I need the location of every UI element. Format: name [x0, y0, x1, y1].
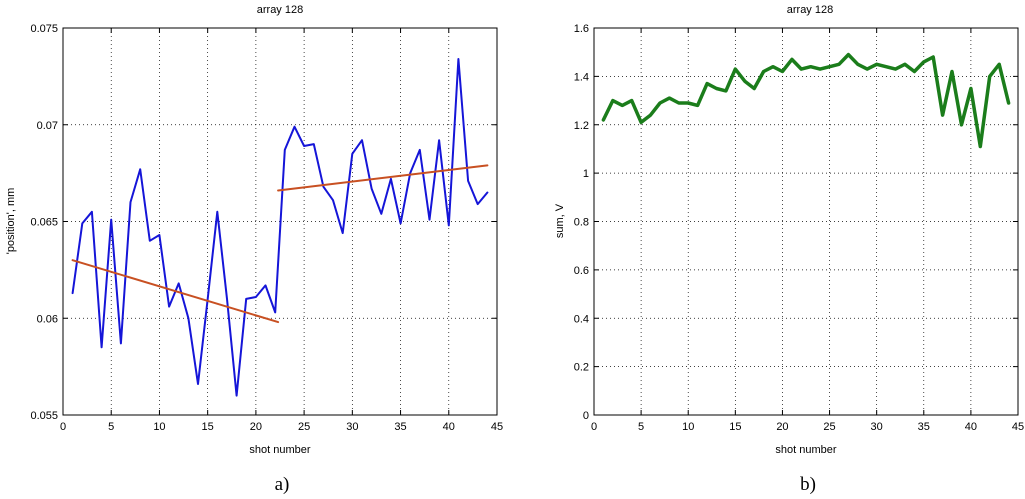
y-tick-label: 1: [583, 168, 589, 180]
grid: [62, 27, 498, 416]
y-tick-label: 0.055: [30, 410, 58, 422]
chart-title: array 128: [257, 4, 303, 16]
x-tick-label: 45: [1012, 421, 1024, 433]
data-series-line: [601, 52, 1011, 149]
x-tick-label: 45: [491, 421, 503, 433]
y-tick-label: 0: [583, 410, 589, 422]
x-tick-label: 35: [918, 421, 930, 433]
y-tick-label: 1.2: [574, 120, 589, 132]
data-series-line: [71, 58, 489, 397]
panel-caption: b): [800, 474, 816, 495]
chart-title: array 128: [787, 4, 833, 16]
series-layer: [71, 58, 489, 397]
grid: [593, 27, 1019, 416]
x-tick-label: 0: [60, 421, 66, 433]
plot-frame: [62, 27, 498, 416]
y-tick-label: 0.2: [574, 362, 589, 374]
x-tick-label: 35: [394, 421, 406, 433]
tick-labels: 0 5 10 15 20 25 30 35 40 45 0 0.2 0.4 0.6 0.8 1 1.2 1.4 1.…: [574, 23, 1024, 433]
x-tick-label: 10: [153, 421, 165, 433]
x-tick-label: 40: [443, 421, 455, 433]
y-tick-label: 0.07: [37, 120, 58, 132]
y-tick-label: 0.06: [37, 313, 58, 325]
y-tick-label: 0.8: [574, 217, 589, 229]
y-tick-label: 0.6: [574, 265, 589, 277]
y-tick-label: 0.065: [30, 217, 58, 229]
y-tick-label: 1.6: [574, 23, 589, 35]
y-tick-label: 0.075: [30, 23, 58, 35]
y-axis-label: sum, V: [554, 203, 566, 238]
x-tick-label: 30: [871, 421, 883, 433]
x-tick-label: 25: [298, 421, 310, 433]
chart-panel-b: array 128 0 5 10 15 20 25 30 35 40 45 0 0.2 0.4 0.6 0.…: [554, 4, 1024, 495]
series-layer: [601, 52, 1011, 149]
x-tick-label: 5: [108, 421, 114, 433]
tick-labels: 0 5 10 15 20 25 30 35 40 45 0.055 0.06 0.065 0.07 0.07…: [30, 23, 503, 433]
x-tick-label: 25: [823, 421, 835, 433]
y-tick-label: 1.4: [574, 71, 589, 83]
x-tick-label: 15: [202, 421, 214, 433]
x-tick-label: 15: [729, 421, 741, 433]
x-tick-label: 30: [346, 421, 358, 433]
x-axis-label: shot number: [249, 444, 310, 456]
chart-panel-a: array 128 0 5 10 15 20 25 30 35 40 45 0.055 0.06 0.0…: [5, 4, 503, 495]
x-tick-label: 40: [965, 421, 977, 433]
x-tick-label: 20: [776, 421, 788, 433]
trend-line: [277, 164, 489, 192]
trend-line: [71, 259, 280, 324]
panel-caption: a): [275, 474, 290, 495]
y-tick-label: 0.4: [574, 313, 589, 325]
x-tick-label: 10: [682, 421, 694, 433]
plot-frame: [593, 27, 1019, 416]
x-tick-label: 20: [250, 421, 262, 433]
y-axis-label: 'position', mm: [5, 188, 17, 255]
x-axis-label: shot number: [775, 444, 836, 456]
x-tick-label: 0: [591, 421, 597, 433]
x-tick-label: 5: [638, 421, 644, 433]
